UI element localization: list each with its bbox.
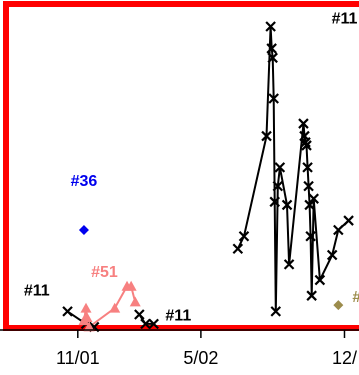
data-point-x — [62, 306, 73, 317]
data-point-triangle — [83, 321, 95, 332]
annotation-label-5: #11 — [165, 308, 191, 325]
data-point-diamond — [333, 300, 344, 311]
data-point-triangle — [80, 302, 92, 313]
data-point-x — [267, 52, 278, 64]
data-point-x — [261, 130, 272, 142]
plot-border — [3, 1, 359, 331]
data-point-x — [274, 162, 286, 173]
data-point-x — [272, 180, 284, 192]
x-axis: 11/01 5/02 12/ — [0, 329, 359, 368]
annotation-label-2: #36 — [71, 173, 98, 190]
data-point-x — [333, 224, 344, 236]
plot-frame — [3, 1, 359, 331]
data-point-x — [266, 43, 277, 54]
x-tick-label: 12/ — [332, 348, 357, 368]
data-point-triangle — [109, 302, 121, 313]
data-point-x — [265, 21, 276, 32]
annotation-label-3: #51 — [91, 264, 118, 281]
data-point-x — [269, 196, 281, 208]
data-point-x — [314, 274, 326, 286]
x-tick-label: 5/02 — [183, 348, 218, 368]
data-point-x — [303, 180, 314, 192]
data-point-triangle — [129, 296, 141, 307]
data-point-x — [148, 318, 159, 330]
data-point-x — [238, 230, 250, 242]
data-point-x — [232, 243, 244, 255]
data-point-x — [298, 118, 309, 129]
data-point-triangle — [81, 312, 93, 323]
data-point-triangle — [125, 280, 137, 291]
data-point-x — [306, 290, 317, 301]
data-point-x — [268, 93, 279, 104]
data-point-x — [302, 162, 313, 173]
annotations: #11 #36 #51 #11 #11 # — [24, 10, 359, 324]
data-point-x — [304, 199, 315, 211]
data-point-x — [305, 230, 316, 242]
data-point-diamond — [78, 224, 89, 235]
data-point-x — [308, 193, 319, 204]
data-point-x — [300, 137, 311, 148]
annotation-label-6: # — [352, 289, 359, 306]
data-point-x — [283, 259, 295, 270]
annotation-label-1: #11 — [332, 10, 358, 27]
data-point-x — [270, 306, 282, 317]
data-point-x — [281, 199, 293, 211]
data-point-x — [301, 140, 312, 151]
data-point-x — [343, 215, 354, 226]
data-points — [62, 21, 354, 333]
data-point-x — [326, 249, 338, 261]
data-point-x — [134, 309, 145, 320]
annotation-label-4: #11 — [24, 283, 50, 300]
data-point-x — [140, 318, 151, 330]
x-tick-label: 11/01 — [56, 348, 100, 368]
series-lines — [66, 25, 350, 328]
